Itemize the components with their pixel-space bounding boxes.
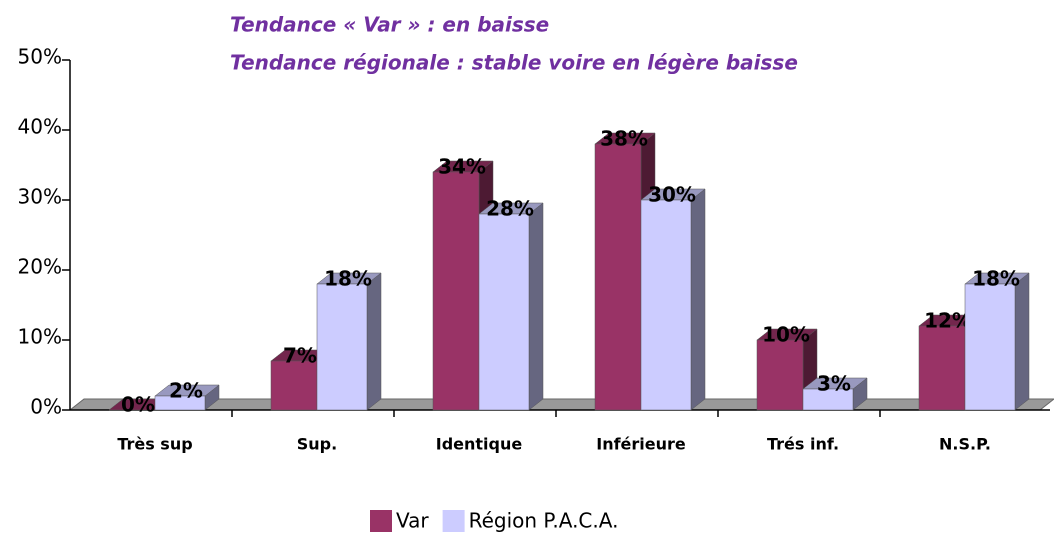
- y-tick-label: 30%: [18, 185, 62, 209]
- annotation: Tendance « Var » : en baisse: [230, 13, 549, 37]
- value-label: 7%: [283, 344, 317, 368]
- bar: [316, 283, 368, 411]
- x-tick-label: Très sup: [117, 435, 192, 454]
- bar: [756, 339, 804, 411]
- x-tick-label: Identique: [436, 435, 523, 454]
- x-tick-label: N.S.P.: [939, 435, 991, 454]
- bar: [154, 395, 206, 411]
- bar-side: [528, 202, 544, 411]
- value-label: 38%: [600, 127, 648, 151]
- bar: [964, 283, 1016, 411]
- value-label: 34%: [438, 155, 486, 179]
- bar: [478, 213, 530, 411]
- legend-label: Var: [396, 509, 429, 533]
- bar: [918, 325, 966, 411]
- bar-side: [1014, 272, 1030, 411]
- value-label: 10%: [762, 323, 810, 347]
- value-label: 30%: [648, 183, 696, 207]
- y-tick-label: 0%: [30, 395, 62, 419]
- value-label: 18%: [972, 267, 1020, 291]
- x-tick-label: Sup.: [297, 435, 337, 454]
- bar: [594, 143, 642, 411]
- x-tick-label: Trés inf.: [767, 435, 839, 454]
- legend-swatch: [370, 510, 392, 532]
- bar: [270, 360, 318, 411]
- y-tick-label: 20%: [18, 255, 62, 279]
- value-label: 12%: [924, 309, 972, 333]
- bar: [802, 388, 854, 411]
- value-label: 28%: [486, 197, 534, 221]
- y-tick-label: 50%: [18, 45, 62, 69]
- bar: [640, 199, 692, 411]
- legend-swatch: [442, 510, 465, 532]
- legend-label: Région P.A.C.A.: [469, 509, 619, 533]
- value-label: 2%: [169, 379, 203, 403]
- bar: [432, 171, 480, 411]
- y-tick-label: 10%: [18, 325, 62, 349]
- annotation: Tendance régionale : stable voire en lég…: [230, 51, 798, 75]
- value-label: 18%: [324, 267, 372, 291]
- floor: [68, 398, 1054, 411]
- value-label: 3%: [817, 372, 851, 396]
- value-label: 0%: [121, 393, 155, 417]
- x-tick-label: Inférieure: [596, 435, 686, 454]
- bar-side: [366, 272, 382, 411]
- y-tick-label: 40%: [18, 115, 62, 139]
- bar-side: [690, 188, 706, 411]
